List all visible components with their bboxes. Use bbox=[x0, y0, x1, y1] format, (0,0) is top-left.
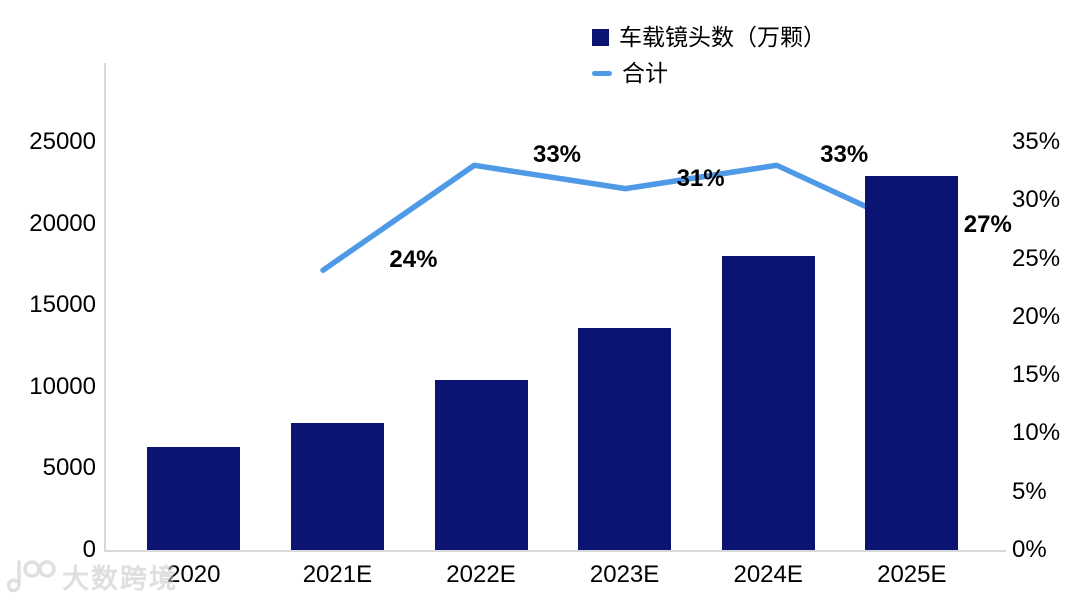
x-axis-label: 2022E bbox=[446, 561, 516, 588]
right-axis-tick: 30% bbox=[1012, 186, 1061, 214]
right-axis-tick: 25% bbox=[1012, 244, 1061, 272]
right-axis-tick: 15% bbox=[1012, 361, 1061, 389]
left-axis-tick: 25000 bbox=[29, 128, 96, 155]
left-axis-tick: 15000 bbox=[29, 291, 96, 319]
x-axis-label: 2025E bbox=[877, 561, 947, 588]
x-axis-label: 2024E bbox=[733, 561, 803, 588]
line-point-label: 27% bbox=[963, 211, 1012, 239]
x-axis-label: 2020 bbox=[167, 561, 221, 588]
right-axis-tick: 5% bbox=[1012, 477, 1047, 505]
left-axis-tick: 20000 bbox=[29, 209, 96, 237]
bar-2023E bbox=[578, 328, 672, 550]
legend-line-swatch bbox=[592, 70, 612, 76]
legend-item-bars: 车载镜头数（万颗） bbox=[592, 25, 826, 49]
left-axis-tick: 10000 bbox=[29, 372, 96, 400]
bar-2024E bbox=[721, 256, 815, 550]
legend-label-line: 合计 bbox=[622, 59, 668, 86]
right-axis-tick: 20% bbox=[1012, 302, 1061, 330]
watermark-logo-icon bbox=[6, 560, 56, 593]
left-axis-tick: 0 bbox=[82, 536, 96, 563]
right-axis-tick: 10% bbox=[1012, 419, 1061, 447]
watermark-text: 大数跨境 bbox=[62, 563, 178, 594]
bar-2021E bbox=[290, 422, 384, 550]
x-axis-label: 2023E bbox=[589, 561, 660, 588]
legend-square-swatch bbox=[592, 28, 609, 46]
left-axis-line bbox=[104, 63, 106, 551]
left-axis-tick: 5000 bbox=[42, 454, 96, 482]
watermark: 大数跨境 bbox=[6, 556, 178, 596]
line-point-label: 24% bbox=[389, 246, 438, 274]
line-point-label: 31% bbox=[676, 164, 725, 192]
line-point-label: 33% bbox=[820, 141, 869, 169]
bottom-axis-line bbox=[104, 550, 1006, 552]
bar-2020 bbox=[147, 447, 241, 550]
legend-label-bars: 车载镜头数（万颗） bbox=[619, 23, 826, 50]
line-point-label: 33% bbox=[532, 141, 582, 169]
x-axis-label: 2021E bbox=[302, 561, 373, 588]
bar-2022E bbox=[434, 380, 528, 550]
chart-legend: 车载镜头数（万颗） 合计 bbox=[592, 25, 826, 97]
bar-2025E bbox=[865, 176, 959, 550]
right-axis-tick: 35% bbox=[1012, 128, 1061, 155]
legend-item-line: 合计 bbox=[592, 61, 826, 85]
right-axis-tick: 0% bbox=[1012, 536, 1047, 563]
